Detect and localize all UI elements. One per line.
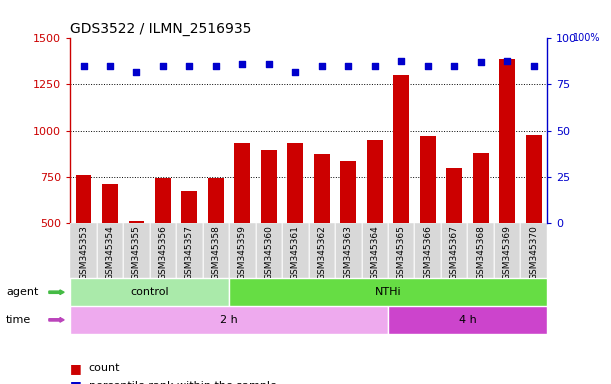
- Bar: [441, 223, 467, 278]
- Bar: [393, 75, 409, 223]
- Bar: [97, 223, 123, 278]
- Bar: [150, 223, 176, 278]
- Text: 100%: 100%: [573, 33, 601, 43]
- Text: GSM345363: GSM345363: [344, 225, 353, 280]
- Point: [476, 59, 486, 65]
- Text: GSM345367: GSM345367: [450, 225, 459, 280]
- Bar: [314, 154, 330, 223]
- Bar: [176, 223, 203, 278]
- Point: [370, 63, 379, 69]
- Text: GSM345356: GSM345356: [158, 225, 167, 280]
- Bar: [102, 184, 118, 223]
- Text: percentile rank within the sample: percentile rank within the sample: [89, 381, 276, 384]
- Bar: [309, 223, 335, 278]
- Bar: [467, 223, 494, 278]
- Bar: [414, 223, 441, 278]
- Point: [185, 63, 194, 69]
- Text: GSM345364: GSM345364: [370, 225, 379, 280]
- Text: ■: ■: [70, 362, 82, 375]
- Bar: [335, 223, 362, 278]
- Bar: [235, 144, 251, 223]
- Text: ■: ■: [70, 379, 82, 384]
- Bar: [340, 161, 356, 223]
- Point: [423, 63, 433, 69]
- Text: control: control: [130, 287, 169, 297]
- Bar: [525, 135, 541, 223]
- Bar: [287, 144, 303, 223]
- Point: [131, 68, 141, 74]
- Point: [529, 63, 538, 69]
- Bar: [499, 59, 515, 223]
- Bar: [208, 177, 224, 223]
- Bar: [388, 223, 414, 278]
- Point: [502, 58, 512, 64]
- Bar: [521, 223, 547, 278]
- Text: agent: agent: [6, 287, 38, 297]
- Text: GSM345368: GSM345368: [476, 225, 485, 280]
- Text: GSM345359: GSM345359: [238, 225, 247, 280]
- Point: [238, 61, 247, 67]
- Text: GSM345354: GSM345354: [106, 225, 114, 280]
- Bar: [203, 223, 229, 278]
- Text: GSM345358: GSM345358: [211, 225, 221, 280]
- Bar: [367, 140, 382, 223]
- Bar: [76, 175, 92, 223]
- Text: GSM345357: GSM345357: [185, 225, 194, 280]
- Bar: [261, 150, 277, 223]
- Bar: [494, 223, 521, 278]
- Point: [105, 63, 115, 69]
- Text: GDS3522 / ILMN_2516935: GDS3522 / ILMN_2516935: [70, 22, 252, 36]
- Text: GSM345353: GSM345353: [79, 225, 88, 280]
- Text: GSM345369: GSM345369: [503, 225, 511, 280]
- Point: [264, 61, 274, 67]
- Text: GSM345355: GSM345355: [132, 225, 141, 280]
- Text: GSM345365: GSM345365: [397, 225, 406, 280]
- Bar: [255, 223, 282, 278]
- Text: GSM345362: GSM345362: [317, 225, 326, 280]
- Text: 2 h: 2 h: [220, 315, 238, 325]
- Point: [290, 68, 300, 74]
- Point: [397, 58, 406, 64]
- Bar: [123, 223, 150, 278]
- Bar: [362, 223, 388, 278]
- Bar: [229, 278, 547, 306]
- Bar: [282, 223, 309, 278]
- Text: time: time: [6, 315, 31, 325]
- Bar: [181, 191, 197, 223]
- Bar: [473, 153, 489, 223]
- Point: [449, 63, 459, 69]
- Bar: [128, 221, 144, 223]
- Bar: [388, 306, 547, 334]
- Text: GSM345366: GSM345366: [423, 225, 432, 280]
- Text: count: count: [89, 363, 120, 373]
- Text: GSM345360: GSM345360: [265, 225, 273, 280]
- Point: [79, 63, 89, 69]
- Point: [211, 63, 221, 69]
- Bar: [70, 278, 229, 306]
- Text: GSM345361: GSM345361: [291, 225, 300, 280]
- Bar: [229, 223, 255, 278]
- Text: NTHi: NTHi: [375, 287, 401, 297]
- Text: 4 h: 4 h: [458, 315, 477, 325]
- Point: [158, 63, 168, 69]
- Bar: [420, 136, 436, 223]
- Bar: [446, 168, 462, 223]
- Bar: [70, 223, 97, 278]
- Bar: [155, 179, 171, 223]
- Point: [343, 63, 353, 69]
- Bar: [70, 306, 388, 334]
- Text: GSM345370: GSM345370: [529, 225, 538, 280]
- Point: [317, 63, 327, 69]
